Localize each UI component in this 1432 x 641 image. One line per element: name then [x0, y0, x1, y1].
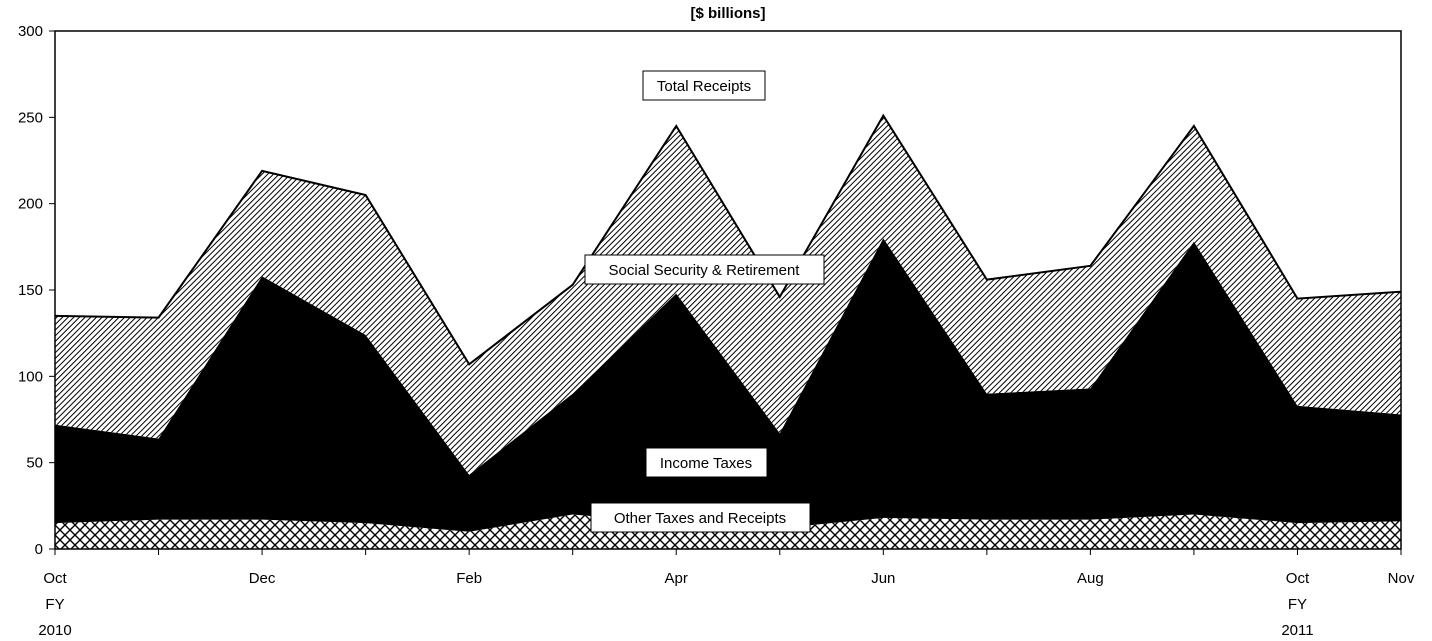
x-tick-label: Dec — [249, 570, 276, 587]
y-axis: 0 50 100 150 200 250 300 — [18, 23, 55, 558]
social-security-label: Social Security & Retirement — [609, 262, 801, 279]
x-tick-label: Jun — [871, 570, 895, 587]
total-receipts-line — [54, 113, 1402, 366]
area-social-security-retirement — [55, 115, 1401, 475]
total-receipts-label-box — [642, 70, 766, 101]
y-tick-label: 250 — [18, 109, 43, 126]
chart-title: [$ billions] — [691, 5, 766, 22]
x-tick-label: Aug — [1077, 570, 1104, 587]
x-axis: Oct FY 2010 Dec Feb Apr Jun Aug Oct FY 2011 Nov — [38, 549, 1415, 639]
income-taxes-label: Income Taxes — [660, 455, 752, 472]
area-income-taxes — [55, 238, 1401, 532]
other-taxes-label-box — [590, 502, 811, 533]
income-taxes-label-box — [645, 447, 768, 478]
y-tick-label: 300 — [18, 23, 43, 40]
x-tick-label: Feb — [456, 570, 482, 587]
y-tick-label: 0 — [35, 541, 43, 558]
y-tick-label: 100 — [18, 368, 43, 385]
x-tick-label: Oct FY 2011 — [1281, 570, 1313, 639]
social-security-label-box — [584, 254, 825, 285]
x-tick-label: Nov — [1388, 570, 1415, 587]
plot-area-border — [54, 30, 1402, 550]
y-tick-label: 200 — [18, 196, 43, 213]
y-tick-label: 50 — [26, 455, 43, 472]
x-tick-label: Oct FY 2010 — [38, 570, 71, 639]
total-receipts-label: Total Receipts — [657, 78, 751, 95]
series-labels: Total Receipts Social Security & Retirem… — [584, 70, 825, 533]
other-taxes-label: Other Taxes and Receipts — [614, 510, 786, 527]
y-tick-label: 150 — [18, 282, 43, 299]
area-series-group — [54, 113, 1402, 549]
x-tick-label: Apr — [665, 570, 688, 587]
